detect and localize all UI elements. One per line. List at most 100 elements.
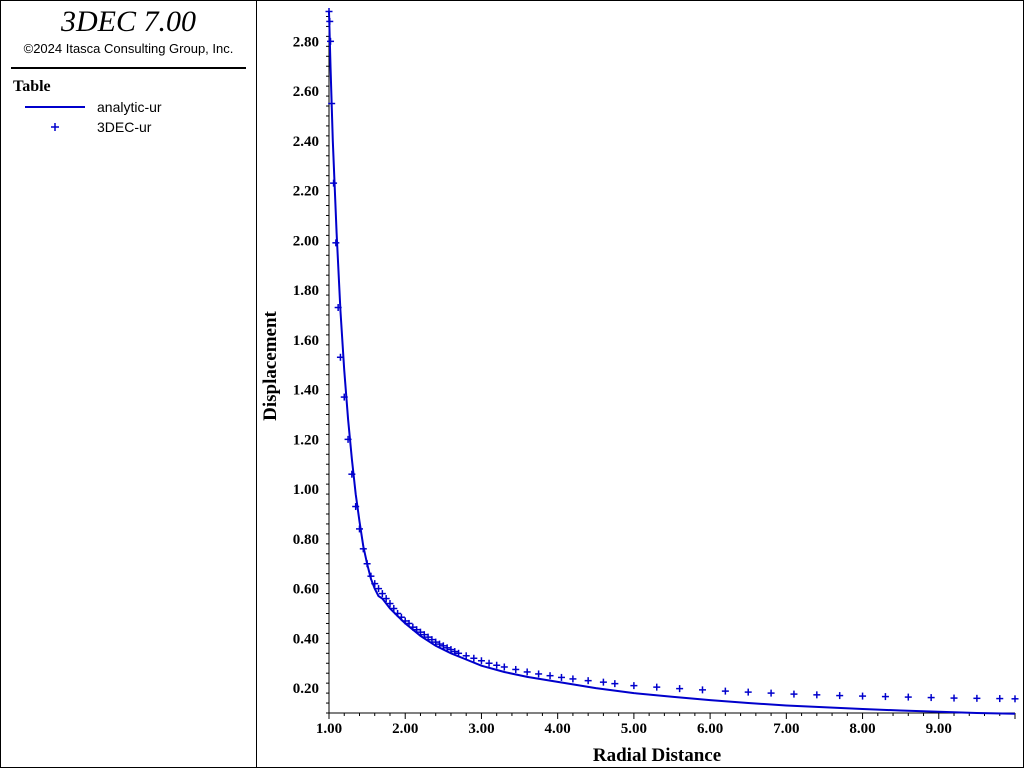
- 3dec-ur-point: [409, 623, 417, 631]
- 3dec-ur-point: [451, 648, 459, 656]
- 3dec-ur-point: [493, 661, 501, 669]
- 3dec-ur-point: [447, 646, 455, 654]
- 3dec-ur-point: [500, 663, 508, 671]
- 3dec-ur-point: [455, 649, 463, 657]
- app-title: 3DEC 7.00: [61, 5, 196, 38]
- 3dec-ur-point: [859, 692, 867, 700]
- y-tick-label: 2.80: [293, 34, 319, 50]
- 3dec-ur-point: [336, 353, 344, 361]
- 3dec-ur-point: [443, 644, 451, 652]
- 3dec-ur-point: [584, 677, 592, 685]
- x-tick-label: 8.00: [849, 721, 875, 737]
- 3dec-ur-point: [394, 609, 402, 617]
- plot-area: 1.00 2.00 3.00 4.00 5.00 6.00 7.00 8.00 9.00 0.20…: [257, 1, 1023, 767]
- y-tick-label: 0.20: [293, 681, 319, 697]
- 3dec-ur-point: [386, 600, 394, 608]
- 3dec-ur-point: [813, 691, 821, 699]
- 3dec-ur-point: [359, 545, 367, 553]
- 3dec-ur-point: [375, 585, 383, 593]
- x-axis-title: Radial Distance: [593, 745, 721, 766]
- 3dec-ur-point: [1011, 695, 1019, 703]
- 3dec-ur-point: [630, 682, 638, 690]
- 3dec-ur-point: [405, 619, 413, 627]
- 3dec-ur-point: [477, 657, 485, 665]
- 3dec-ur-point: [416, 628, 424, 636]
- 3dec-ur-point: [927, 694, 935, 702]
- 3dec-ur-point: [436, 640, 444, 648]
- y-tick-label: 2.20: [293, 184, 319, 200]
- 3dec-ur-point: [676, 685, 684, 693]
- 3dec-ur-point: [325, 7, 333, 15]
- 3dec-ur-point: [390, 605, 398, 613]
- y-tick-label: 2.00: [293, 233, 319, 249]
- 3dec-ur-point: [996, 695, 1004, 703]
- displacement-chart: 1.00 2.00 3.00 4.00 5.00 6.00 7.00 8.00 9.00 0.20…: [260, 7, 1019, 766]
- y-tick-label: 0.60: [293, 582, 319, 598]
- 3dec-ur-point: [330, 179, 338, 187]
- copyright-notice: ©2024 Itasca Consulting Group, Inc.: [23, 41, 234, 56]
- 3dec-ur-point: [523, 668, 531, 676]
- y-tick-label: 1.60: [293, 333, 319, 349]
- 3dec-ur-point: [470, 654, 478, 662]
- 3dec-ur-point: [420, 631, 428, 639]
- 3dec-ur-point: [328, 100, 336, 108]
- 3dec-ur-point: [611, 680, 619, 688]
- legend-title: Table: [13, 78, 51, 95]
- 3dec-ur-point: [973, 694, 981, 702]
- x-tick-label: 6.00: [697, 721, 723, 737]
- x-tick-label: 9.00: [926, 721, 952, 737]
- 3dec-ur-point: [950, 694, 958, 702]
- 3dec-ur-point: [653, 683, 661, 691]
- 3dec-ur-point: [401, 617, 409, 625]
- x-tick-label: 7.00: [773, 721, 799, 737]
- 3dec-ur-point: [327, 37, 335, 45]
- legend-label-analytic: analytic-ur: [97, 99, 162, 115]
- legend-entry-3dec: 3DEC-ur: [21, 118, 251, 136]
- 3dec-ur-point: [332, 239, 340, 247]
- y-tick-label: 0.80: [293, 532, 319, 548]
- legend-divider: [11, 67, 246, 69]
- 3dec-ur-point: [546, 672, 554, 680]
- 3dec-ur-point: [397, 613, 405, 621]
- axes: 1.00 2.00 3.00 4.00 5.00 6.00 7.00 8.00 9.00 0.20…: [293, 9, 1016, 737]
- 3dec-ur-point: [424, 633, 432, 641]
- x-tick-label: 4.00: [545, 721, 571, 737]
- 3dec-ur-point: [371, 580, 379, 588]
- legend-label-3dec: 3DEC-ur: [97, 119, 152, 135]
- 3dec-ur-point: [344, 435, 352, 443]
- 3dec-ur-point: [599, 678, 607, 686]
- 3dec-ur-point: [485, 659, 493, 667]
- x-tick-label: 5.00: [621, 721, 647, 737]
- 3dec-ur-point: [413, 626, 421, 634]
- legend-entry-analytic: analytic-ur: [21, 98, 251, 116]
- legend-panel: 3DEC 7.00 ©2024 Itasca Consulting Group,…: [1, 1, 257, 767]
- 3dec-ur-point: [428, 636, 436, 644]
- 3dec-ur-point: [378, 590, 386, 598]
- y-tick-label: 2.40: [293, 134, 319, 150]
- 3dec-ur-point: [557, 673, 565, 681]
- y-tick-label: 0.40: [293, 631, 319, 647]
- 3dec-ur-point: [569, 675, 577, 683]
- 3dec-ur-point: [432, 638, 440, 646]
- y-tick-label: 1.20: [293, 432, 319, 448]
- y-axis-title: Displacement: [260, 310, 281, 420]
- y-tick-label: 1.80: [293, 283, 319, 299]
- y-tick-label: 2.60: [293, 84, 319, 100]
- 3dec-ur-point: [462, 652, 470, 660]
- 3dec-ur-point: [352, 503, 360, 511]
- legend-line-swatch: [25, 106, 85, 108]
- analytic-ur-line: [328, 11, 1016, 715]
- 3dec-ur-point: [721, 687, 729, 695]
- 3dec-ur-point: [881, 693, 889, 701]
- y-tick-label: 1.00: [293, 482, 319, 498]
- 3dec-ur-point: [348, 470, 356, 478]
- 3dec-ur-point: [904, 693, 912, 701]
- legend-plus-swatch: [51, 123, 59, 131]
- 3dec-ur-point: [439, 642, 447, 650]
- axis-labels: Radial Distance Displacement: [260, 310, 721, 766]
- x-tick-label: 3.00: [468, 721, 494, 737]
- 3dec-ur-point: [512, 665, 520, 673]
- 3dec-ur-point: [698, 686, 706, 694]
- 3dec-ur-point: [744, 688, 752, 696]
